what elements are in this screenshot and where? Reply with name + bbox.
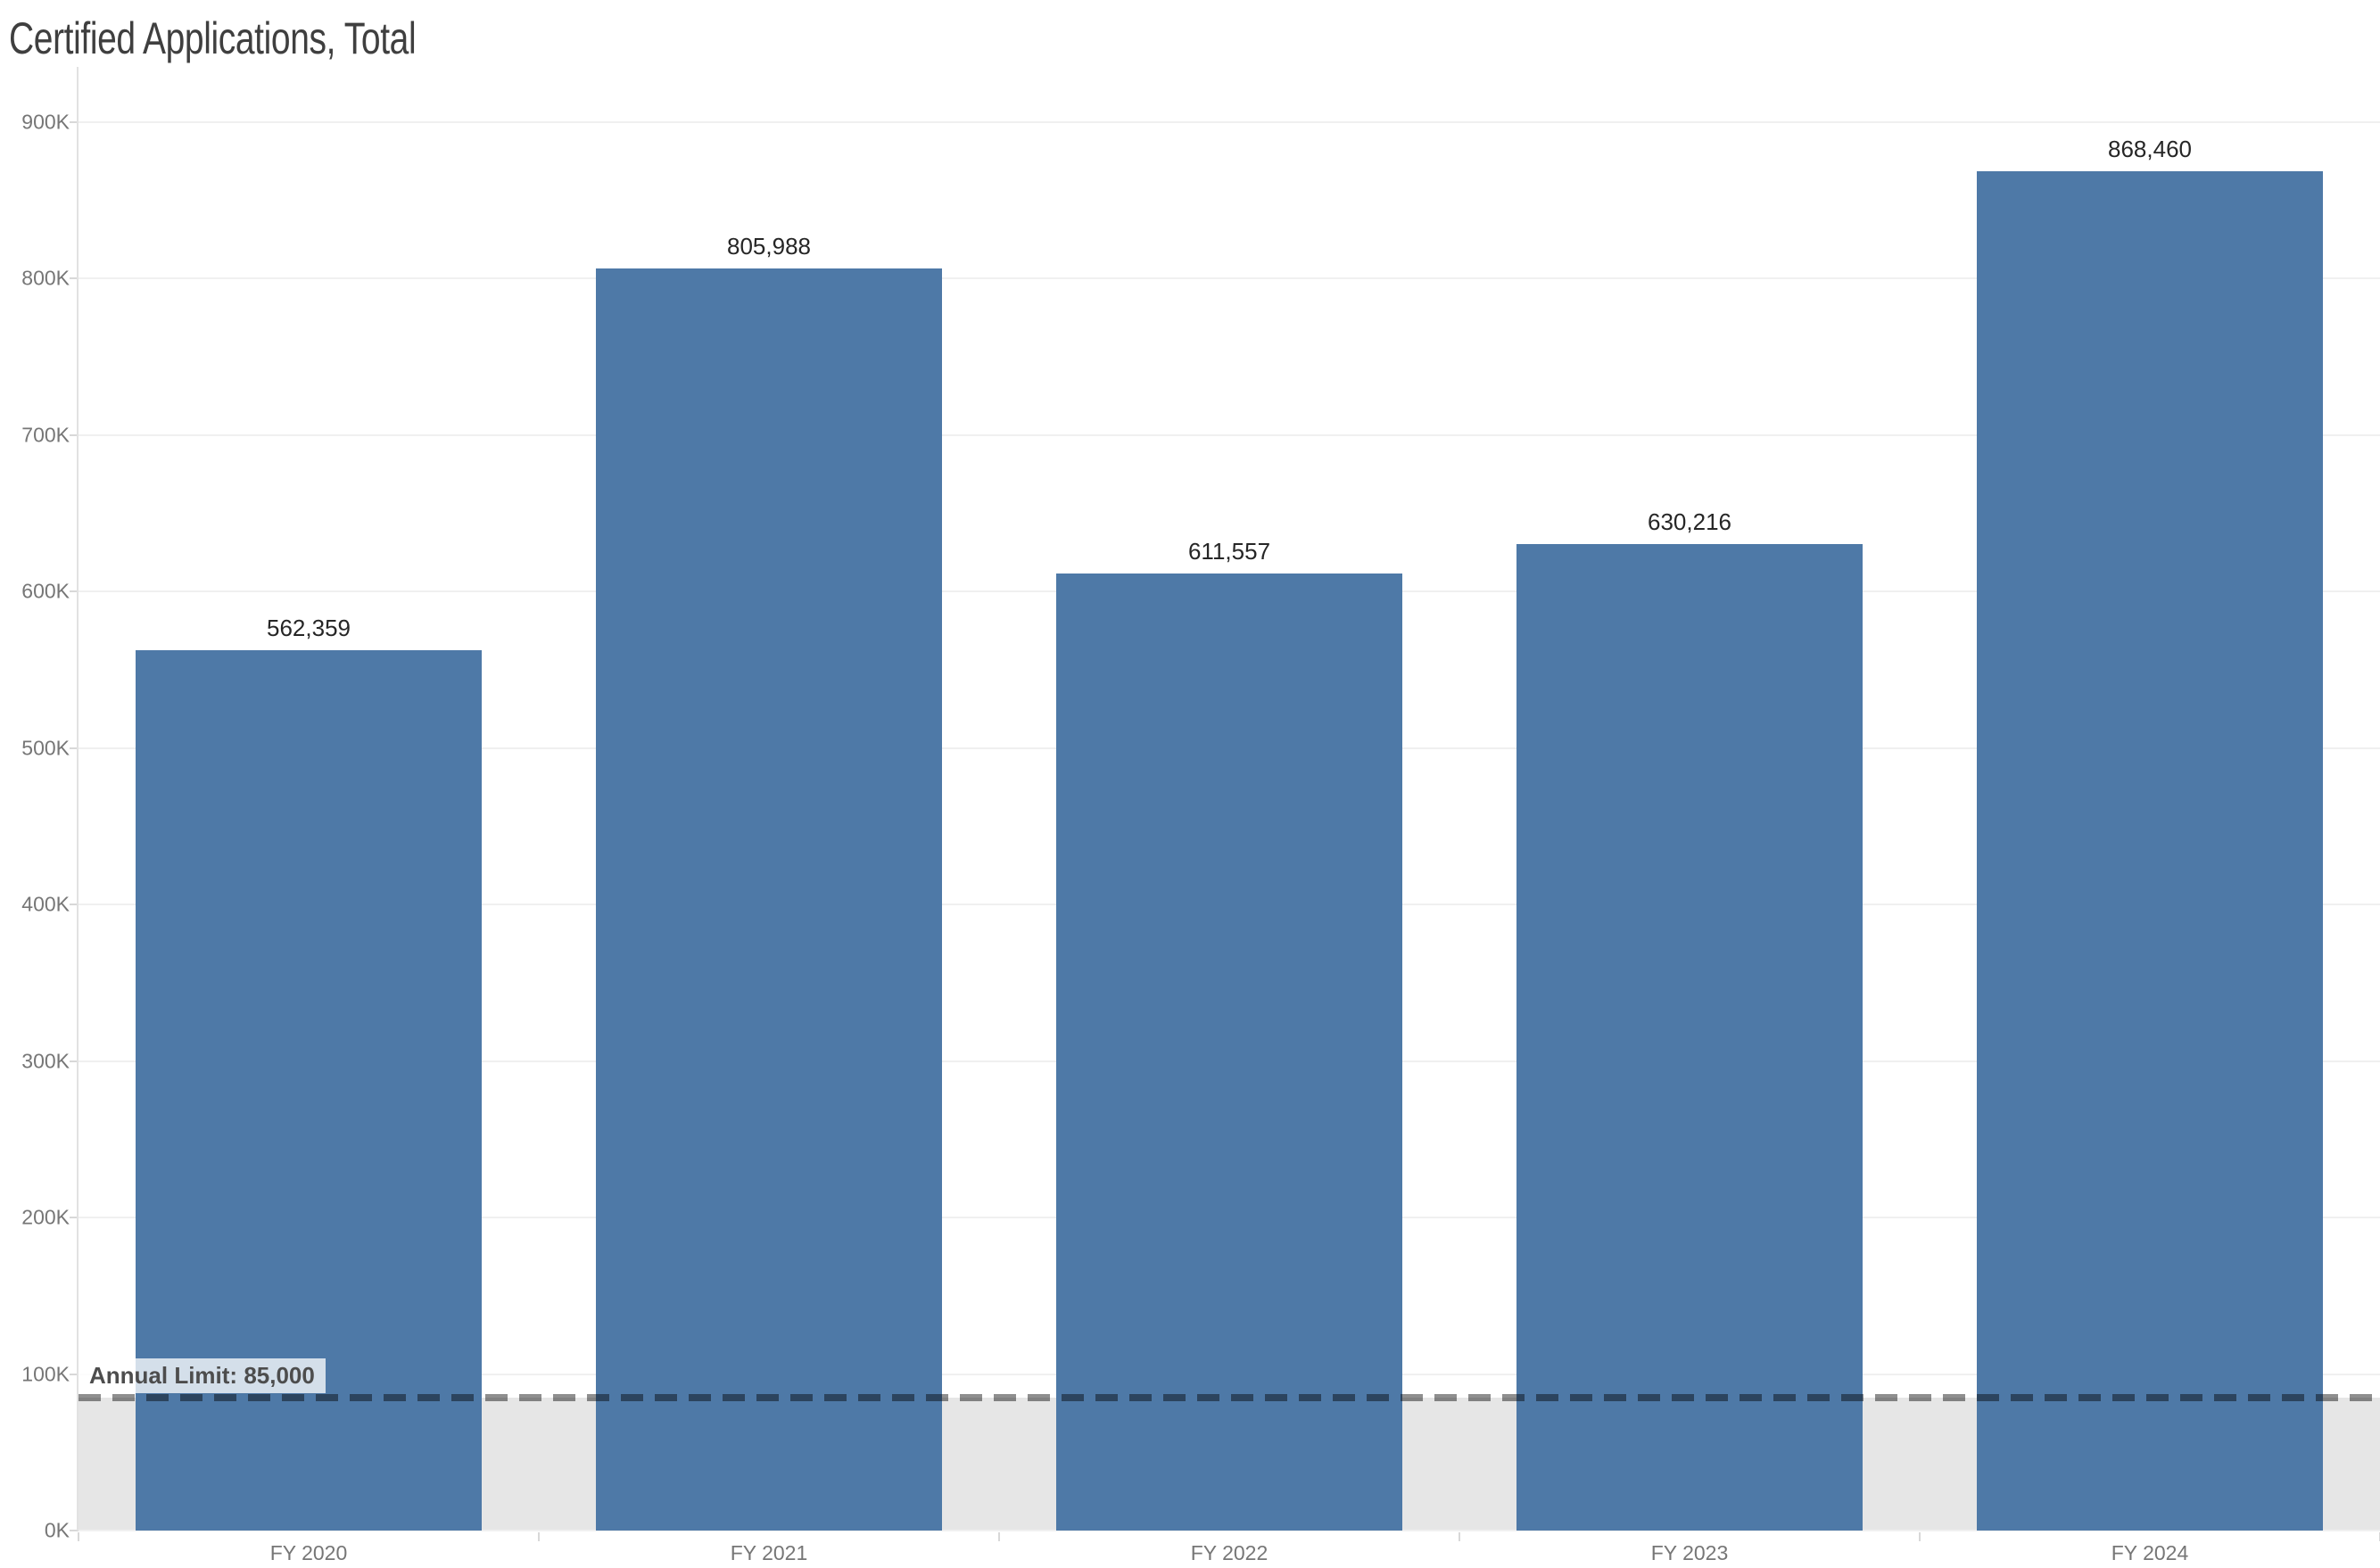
y-axis-tick-label: 300K	[21, 1049, 70, 1072]
x-axis-tick-label: FY 2020	[269, 1541, 348, 1564]
annual-limit-reference-line	[79, 1393, 2380, 1401]
y-axis-tick	[70, 1373, 79, 1375]
gridline	[79, 277, 2380, 279]
y-axis-tick-label: 900K	[21, 110, 70, 133]
bar-value-label: 630,216	[1648, 508, 1731, 535]
y-axis-tick	[70, 1060, 79, 1062]
y-axis-tick-label: 800K	[21, 266, 70, 290]
bar-value-label: 805,988	[727, 233, 811, 260]
x-axis-tick-label: FY 2024	[2111, 1541, 2189, 1564]
x-axis-tick	[538, 1532, 540, 1541]
bar-value-label: 868,460	[2108, 135, 2192, 162]
y-axis-tick-label: 600K	[21, 579, 70, 603]
y-axis-tick	[70, 433, 79, 436]
x-axis-tick-label: FY 2021	[730, 1541, 808, 1564]
bar-fy-2024[interactable]	[1977, 170, 2323, 1531]
y-axis-tick-label: 100K	[21, 1362, 70, 1385]
bar-fy-2022[interactable]	[1056, 573, 1402, 1531]
x-axis-tick	[1919, 1532, 1921, 1541]
y-axis-tick	[70, 590, 79, 592]
y-axis-tick	[70, 1530, 79, 1531]
y-axis-tick	[70, 904, 79, 905]
y-axis-tick	[70, 747, 79, 749]
y-axis-line	[77, 67, 79, 1531]
y-axis-tick	[70, 277, 79, 279]
bar-value-label: 562,359	[267, 615, 351, 642]
y-axis-tick-label: 700K	[21, 423, 70, 446]
bar-fy-2021[interactable]	[596, 268, 942, 1531]
gridline	[79, 433, 2380, 436]
y-axis-tick	[70, 1217, 79, 1218]
y-axis-tick-label: 400K	[21, 892, 70, 916]
bar-value-label: 611,557	[1187, 537, 1271, 565]
y-axis-tick-label: 0K	[44, 1518, 70, 1542]
gridline	[79, 1530, 2380, 1531]
bar-fy-2023[interactable]	[1516, 543, 1863, 1531]
x-axis-tick-label: FY 2022	[1190, 1541, 1269, 1564]
x-axis-tick-label: FY 2023	[1650, 1541, 1729, 1564]
y-axis-tick-label: 500K	[21, 736, 70, 759]
gridline	[79, 120, 2380, 123]
x-axis-tick	[998, 1532, 1000, 1541]
annual-limit-label: Annual Limit: 85,000	[79, 1358, 326, 1393]
y-axis-tick	[70, 120, 79, 123]
x-axis-tick	[78, 1532, 79, 1541]
chart-title: Certified Applications, Total	[9, 13, 417, 63]
x-axis-tick	[1459, 1532, 1460, 1541]
y-axis-tick-label: 200K	[21, 1205, 70, 1229]
